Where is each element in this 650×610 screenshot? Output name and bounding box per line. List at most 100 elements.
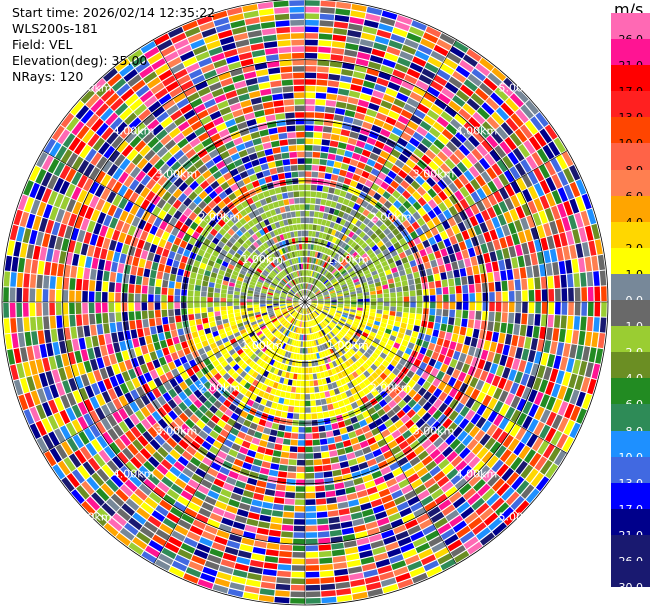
velocity-gate xyxy=(255,223,262,231)
velocity-gate xyxy=(357,326,365,332)
velocity-gate xyxy=(497,431,509,444)
velocity-gate xyxy=(300,290,303,296)
velocity-gate xyxy=(316,86,327,93)
velocity-gate xyxy=(373,337,381,344)
velocity-gate xyxy=(228,61,242,71)
velocity-gate xyxy=(269,523,282,531)
velocity-gate xyxy=(308,292,313,297)
velocity-gate xyxy=(163,272,170,281)
velocity-gate xyxy=(365,416,374,424)
velocity-gate xyxy=(129,320,136,330)
velocity-gate xyxy=(68,213,78,227)
velocity-gate xyxy=(334,246,341,253)
velocity-gate xyxy=(303,315,305,321)
velocity-gate xyxy=(397,137,408,147)
velocity-gate xyxy=(186,368,195,377)
velocity-gate xyxy=(69,314,76,327)
velocity-gate xyxy=(479,82,494,96)
velocity-gate xyxy=(385,355,393,363)
velocity-gate xyxy=(333,161,342,169)
velocity-gate xyxy=(448,387,458,398)
velocity-gate xyxy=(383,306,390,311)
velocity-gate xyxy=(190,272,197,279)
velocity-gate xyxy=(139,65,154,79)
velocity-gate xyxy=(166,156,177,167)
velocity-gate xyxy=(142,319,149,328)
velocity-gate xyxy=(305,290,307,296)
velocity-gate xyxy=(356,269,363,275)
velocity-gate xyxy=(192,364,200,374)
velocity-gate xyxy=(250,465,261,473)
velocity-gate xyxy=(153,486,166,499)
velocity-gate xyxy=(239,226,247,234)
velocity-gate xyxy=(64,365,74,379)
velocity-gate xyxy=(183,249,191,258)
velocity-gate xyxy=(227,368,236,376)
velocity-gate xyxy=(119,158,131,171)
velocity-gate xyxy=(155,129,168,141)
velocity-gate xyxy=(302,354,305,361)
velocity-gate xyxy=(310,327,314,333)
velocity-gate xyxy=(270,463,280,470)
velocity-gate xyxy=(363,217,371,225)
velocity-gate xyxy=(44,329,52,343)
velocity-gate xyxy=(220,332,227,339)
velocity-gate xyxy=(274,290,281,294)
velocity-gate xyxy=(396,311,403,317)
velocity-gate xyxy=(433,139,445,150)
velocity-gate xyxy=(167,234,176,244)
velocity-gate xyxy=(59,165,71,180)
velocity-gate xyxy=(334,568,349,576)
velocity-gate xyxy=(534,132,547,147)
velocity-gate xyxy=(245,77,258,86)
velocity-gate xyxy=(237,237,245,245)
velocity-gate xyxy=(393,209,402,218)
velocity-gate xyxy=(309,321,312,327)
velocity-gate xyxy=(188,201,197,211)
velocity-gate xyxy=(306,270,309,276)
velocity-gate xyxy=(266,321,272,327)
velocity-gate xyxy=(91,472,105,487)
velocity-gate xyxy=(423,560,439,572)
velocity-gate xyxy=(124,522,139,536)
velocity-gate xyxy=(189,278,196,285)
velocity-gate xyxy=(434,344,442,354)
velocity-gate xyxy=(344,446,354,454)
velocity-gate xyxy=(448,491,462,504)
velocity-gate xyxy=(384,219,392,227)
velocity-gate xyxy=(76,314,83,326)
velocity-gate xyxy=(313,288,319,293)
velocity-gate xyxy=(194,313,201,320)
velocity-gate xyxy=(323,471,333,478)
velocity-gate xyxy=(131,54,147,68)
velocity-gate xyxy=(408,318,415,325)
velocity-gate xyxy=(212,584,229,594)
velocity-gate xyxy=(272,503,284,511)
velocity-gate xyxy=(356,105,368,114)
velocity-gate xyxy=(495,312,502,322)
velocity-gate xyxy=(307,291,311,297)
velocity-gate xyxy=(330,308,336,312)
velocity-gate xyxy=(465,195,475,206)
velocity-gate xyxy=(121,371,131,382)
velocity-gate xyxy=(222,84,236,93)
velocity-gate xyxy=(368,421,377,430)
velocity-gate xyxy=(290,393,296,400)
velocity-gate xyxy=(240,295,246,299)
velocity-gate xyxy=(78,255,86,267)
velocity-gate xyxy=(305,486,315,492)
velocity-gate xyxy=(203,98,216,109)
velocity-gate xyxy=(311,278,314,284)
velocity-gate xyxy=(131,377,141,389)
velocity-gate xyxy=(340,75,352,83)
velocity-gate xyxy=(412,164,423,175)
velocity-gate xyxy=(298,321,301,327)
velocity-gate xyxy=(427,188,437,198)
velocity-gate xyxy=(515,500,530,515)
velocity-gate xyxy=(325,326,331,332)
velocity-gate xyxy=(129,179,140,191)
velocity-gate xyxy=(339,331,345,337)
velocity-gate xyxy=(348,90,361,99)
velocity-gate xyxy=(276,166,284,174)
velocity-gate xyxy=(351,152,361,161)
